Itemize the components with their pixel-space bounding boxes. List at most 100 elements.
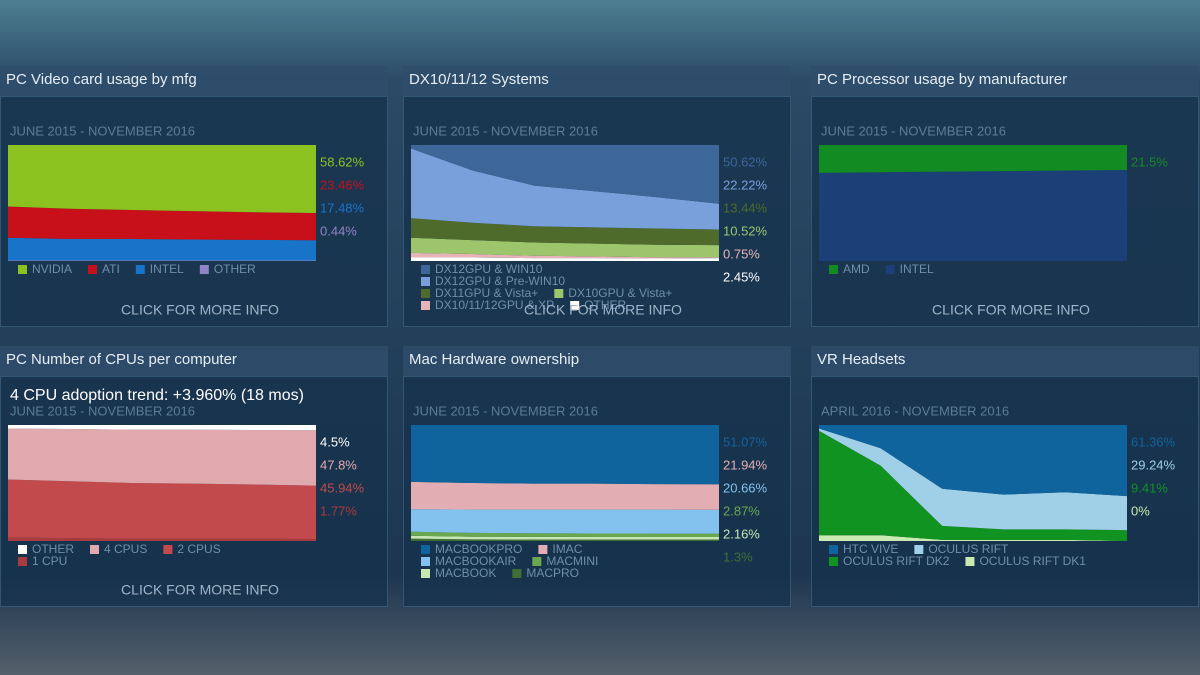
area-series bbox=[8, 537, 316, 541]
legend-swatch bbox=[829, 545, 838, 554]
legend-label: DX10/11/12GPU & XP bbox=[435, 298, 554, 312]
more-info-link[interactable]: CLICK FOR MORE INFO bbox=[121, 302, 279, 318]
legend-label: MACBOOKPRO bbox=[435, 542, 522, 556]
value-label: 0% bbox=[1131, 503, 1150, 518]
value-label: 23.46% bbox=[320, 177, 365, 192]
area-series bbox=[411, 148, 719, 230]
panel-title: Mac Hardware ownership bbox=[409, 351, 579, 368]
value-label: 45.94% bbox=[320, 480, 365, 495]
more-info-link[interactable]: CLICK FOR MORE INFO bbox=[524, 302, 682, 318]
area-series bbox=[8, 145, 316, 213]
area-series bbox=[411, 425, 719, 485]
legend-swatch bbox=[421, 289, 430, 298]
area-series bbox=[8, 428, 316, 486]
legend-swatch bbox=[88, 265, 98, 274]
panel-title: PC Number of CPUs per computer bbox=[6, 351, 237, 368]
area-series bbox=[411, 509, 719, 534]
area-series bbox=[411, 145, 719, 204]
legend-label: MACMINI bbox=[546, 554, 598, 568]
legend-swatch bbox=[421, 265, 430, 274]
panel-header bbox=[0, 346, 388, 376]
area-series bbox=[411, 538, 719, 541]
area-series bbox=[411, 252, 719, 259]
legend-swatch bbox=[421, 277, 430, 286]
chart-subtitle: JUNE 2015 - NOVEMBER 2016 bbox=[10, 123, 195, 138]
value-label: 51.07% bbox=[723, 434, 768, 449]
legend-label: DX12GPU & Pre-WIN10 bbox=[435, 274, 565, 288]
value-label: 21.5% bbox=[1131, 154, 1168, 169]
panel-header bbox=[0, 66, 388, 96]
value-label: 20.66% bbox=[723, 480, 768, 495]
legend-label: HTC VIVE bbox=[843, 542, 898, 556]
panel-header bbox=[403, 66, 791, 96]
legend-label: DX10GPU & Vista+ bbox=[568, 286, 672, 300]
chart-subtitle: JUNE 2015 - NOVEMBER 2016 bbox=[821, 123, 1006, 138]
area-series bbox=[411, 218, 719, 246]
panel-title: VR Headsets bbox=[817, 351, 905, 368]
legend-swatch bbox=[829, 265, 838, 274]
panel-title: DX10/11/12 Systems bbox=[409, 71, 549, 88]
panel-header bbox=[811, 66, 1199, 96]
legend-swatch bbox=[163, 545, 173, 554]
legend-label: IMAC bbox=[552, 542, 582, 556]
area-series bbox=[819, 169, 1127, 261]
legend-swatch bbox=[512, 569, 522, 578]
value-label: 4.5% bbox=[320, 434, 350, 449]
chart-subtitle: JUNE 2015 - NOVEMBER 2016 bbox=[10, 403, 195, 418]
area-series bbox=[411, 237, 719, 258]
value-label: 1.77% bbox=[320, 503, 357, 518]
legend-label: OTHER bbox=[584, 298, 626, 312]
area-series bbox=[8, 237, 316, 261]
legend-swatch bbox=[421, 557, 430, 566]
value-label: 47.8% bbox=[320, 457, 357, 472]
legend-label: 4 CPUS bbox=[104, 542, 147, 556]
area-series bbox=[8, 425, 316, 431]
value-label: 61.36% bbox=[1131, 434, 1176, 449]
legend-label: INTEL bbox=[150, 262, 184, 276]
value-label: 22.22% bbox=[723, 177, 768, 192]
value-label: 13.44% bbox=[723, 200, 768, 215]
legend-swatch bbox=[829, 557, 838, 566]
legend-swatch bbox=[18, 545, 27, 554]
area-series bbox=[411, 257, 719, 261]
legend-swatch bbox=[135, 265, 145, 274]
legend-label: AMD bbox=[843, 262, 870, 276]
value-label: 21.94% bbox=[723, 457, 768, 472]
legend-label: OTHER bbox=[32, 542, 74, 556]
legend-label: MACBOOKAIR bbox=[435, 554, 517, 568]
area-series bbox=[819, 425, 1127, 497]
legend-label: 1 CPU bbox=[32, 554, 67, 568]
panel-title: PC Processor usage by manufacturer bbox=[817, 71, 1067, 88]
value-label: 2.45% bbox=[723, 269, 760, 284]
value-label: 2.87% bbox=[723, 503, 760, 518]
chart-subtitle: JUNE 2015 - NOVEMBER 2016 bbox=[413, 403, 598, 418]
area-series bbox=[819, 430, 1127, 541]
value-label: 0.44% bbox=[320, 223, 357, 238]
more-info-link[interactable]: CLICK FOR MORE INFO bbox=[932, 302, 1090, 318]
area-series bbox=[8, 479, 316, 539]
value-label: 29.24% bbox=[1131, 457, 1176, 472]
legend-swatch bbox=[199, 265, 209, 274]
legend-label: OTHER bbox=[214, 262, 256, 276]
legend-swatch bbox=[532, 557, 542, 566]
area-series bbox=[8, 206, 316, 241]
legend-label: INTEL bbox=[900, 262, 934, 276]
value-label: 9.41% bbox=[1131, 480, 1168, 495]
panel-header bbox=[403, 346, 791, 376]
legend-label: 2 CPUS bbox=[177, 542, 220, 556]
legend-swatch bbox=[18, 557, 27, 566]
legend-swatch bbox=[965, 557, 975, 566]
legend-swatch bbox=[554, 289, 564, 298]
legend-label: MACPRO bbox=[526, 566, 579, 580]
legend-swatch bbox=[885, 265, 895, 274]
legend-label: DX11GPU & Vista+ bbox=[435, 286, 538, 300]
area-series bbox=[411, 535, 719, 540]
more-info-link[interactable]: CLICK FOR MORE INFO bbox=[121, 582, 279, 598]
legend-label: OCULUS RIFT DK1 bbox=[979, 554, 1086, 568]
value-label: 1.3% bbox=[723, 549, 753, 564]
value-label: 17.48% bbox=[320, 200, 365, 215]
value-label: 58.62% bbox=[320, 154, 365, 169]
area-series bbox=[819, 535, 1127, 541]
value-label: 0.75% bbox=[723, 246, 760, 261]
